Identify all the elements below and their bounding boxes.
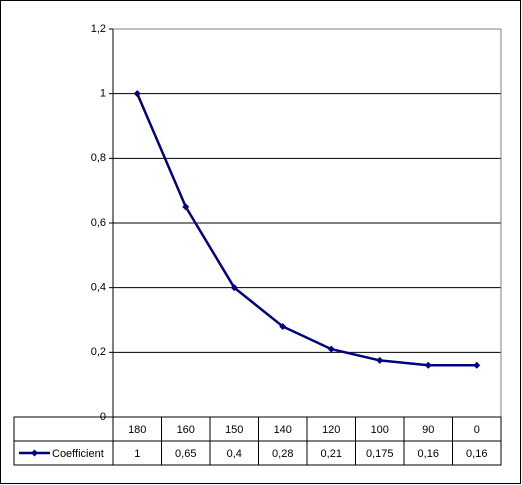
point-marker xyxy=(279,322,287,330)
y-tick-label: 0,8 xyxy=(91,152,106,164)
point-marker xyxy=(473,361,481,369)
data-table-value: 0,175 xyxy=(366,448,394,460)
y-tick-label: 0,6 xyxy=(91,217,106,229)
point-marker xyxy=(424,361,432,369)
legend-label: Coefficient xyxy=(52,448,104,460)
x-tick-label: 90 xyxy=(422,424,434,436)
series-line xyxy=(136,93,477,367)
x-tick-label: 140 xyxy=(274,424,292,436)
x-tick-label: 120 xyxy=(322,424,340,436)
point-marker xyxy=(376,356,384,364)
data-table-value: 0,21 xyxy=(321,448,342,460)
x-tick-label: 0 xyxy=(474,424,480,436)
y-tick-label: 1,2 xyxy=(91,23,106,35)
point-marker xyxy=(133,90,141,98)
data-table-value: 0,65 xyxy=(175,448,196,460)
x-tick-label: 100 xyxy=(371,424,389,436)
y-tick-label: 0,4 xyxy=(91,282,106,294)
x-tick-label: 160 xyxy=(177,424,195,436)
point-marker xyxy=(230,284,238,292)
data-table-value: 0,28 xyxy=(272,448,293,460)
data-table-value: 0,16 xyxy=(466,448,487,460)
data-table-value: 1 xyxy=(134,448,140,460)
legend-marker xyxy=(31,449,38,457)
point-marker xyxy=(182,203,190,211)
x-tick-label: 150 xyxy=(225,424,243,436)
data-table-value: 0,4 xyxy=(227,448,242,460)
data-table-value: 0,16 xyxy=(418,448,439,460)
point-marker xyxy=(327,345,335,353)
y-tick-label: 0,2 xyxy=(91,346,106,358)
x-tick-label: 180 xyxy=(128,424,146,436)
y-tick-label: 1 xyxy=(100,88,106,100)
